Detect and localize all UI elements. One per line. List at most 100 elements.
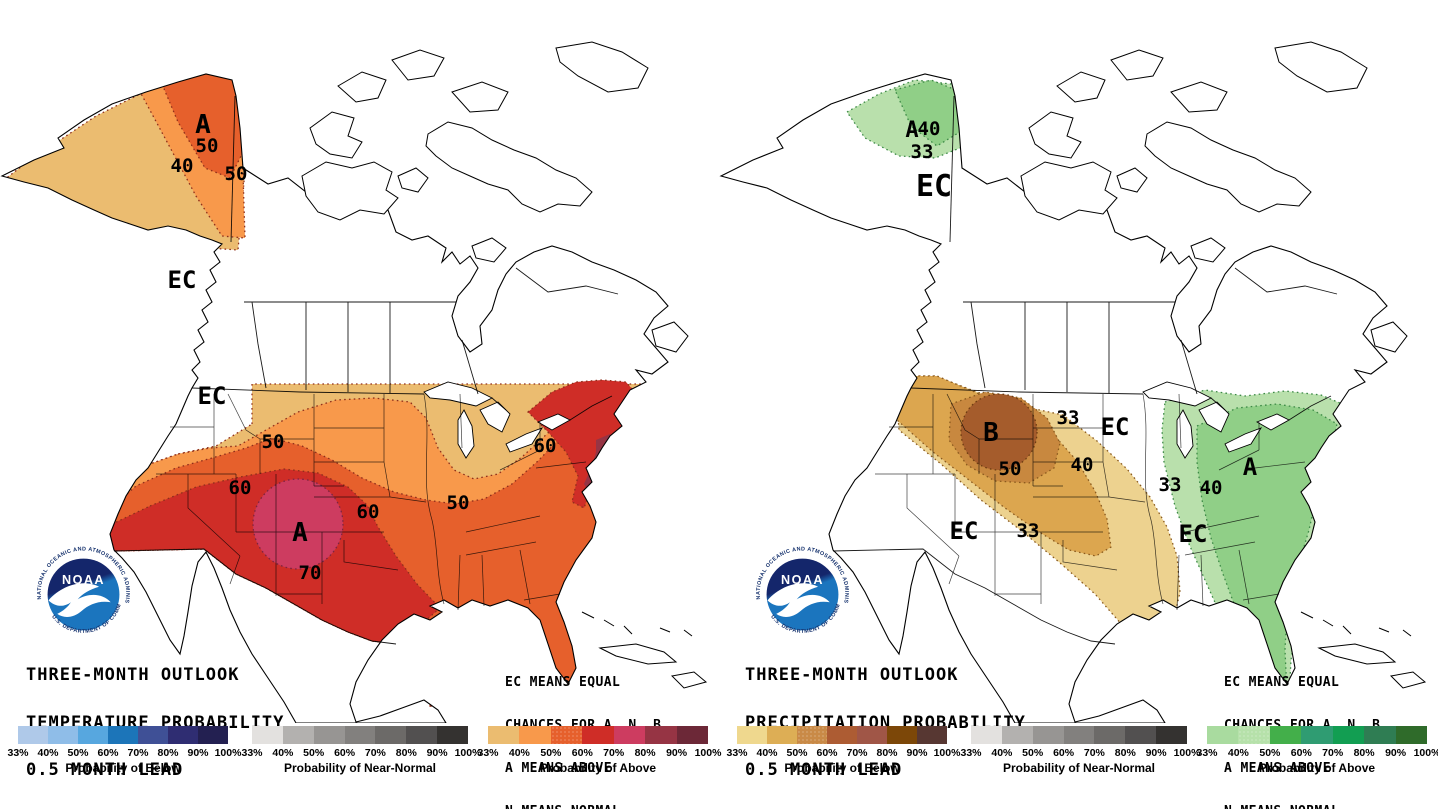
- colorbar-strip: [488, 726, 708, 744]
- colorbar-1: 33% 40% 50% 60% 70% 80% 90% 100% Probability of …: [241, 724, 481, 794]
- map-label: 50: [447, 492, 470, 514]
- map-label: 50: [262, 431, 285, 453]
- colorbar-2: 33% 40% 50% 60% 70% 80% 90% 100% Probability of …: [477, 724, 721, 794]
- colorbar-tick-label: 80%: [157, 747, 179, 759]
- colorbar-caption: Probability of Above: [539, 761, 657, 775]
- colorbar-segment: [375, 726, 407, 744]
- map-label: 40: [1200, 477, 1223, 499]
- probability-region: [252, 478, 344, 570]
- noaa-logo-graphic: NOAA NATIONAL OCEANIC AND ATMOSPHERIC AD…: [31, 540, 134, 645]
- colorbar-row: 33% 40% 50% 60% 70% 80% 90% 100% Probability of …: [0, 724, 721, 809]
- colorbar-segment: [1094, 726, 1126, 744]
- colorbar-segment: [550, 726, 583, 744]
- colorbar-segment: [108, 726, 138, 744]
- colorbar-tick-label: 33%: [960, 747, 982, 759]
- map-label: 40: [1071, 454, 1094, 476]
- colorbar-tick-label: 70%: [1322, 747, 1344, 759]
- temperature-outlook-panel: A 50 40 50 EC EC 50 60 A 70 60 50 60 NOAA NATIONAL O…: [0, 41, 721, 809]
- colorbar-tick-label: 60%: [334, 747, 356, 759]
- colorbar-tick-label: 100%: [1413, 747, 1438, 759]
- arctic-islands: [301, 41, 689, 353]
- colorbar-tick-label: 33%: [1196, 747, 1218, 759]
- colorbar-segment: [18, 726, 48, 744]
- colorbar-caption: Probability of Above: [1258, 761, 1376, 775]
- colorbar-segment: [857, 726, 887, 744]
- map-label: 33: [1057, 407, 1080, 429]
- colorbar-tick-label: 70%: [1083, 747, 1105, 759]
- noaa-logo: NOAA NATIONAL OCEANIC AND ATMOSPHERIC AD…: [750, 540, 853, 645]
- coastline: [719, 73, 1388, 723]
- colorbar-segment: [437, 726, 469, 744]
- colorbar-segment: [198, 726, 228, 744]
- colorbar-tick-label: 90%: [666, 747, 688, 759]
- noaa-logo-graphic: NOAA NATIONAL OCEANIC AND ATMOSPHERIC AD…: [750, 540, 853, 645]
- colorbar-tick-label: 40%: [1227, 747, 1249, 759]
- colorbar-caption: Probability of Below: [784, 761, 900, 775]
- colorbar-segment: [971, 726, 1002, 744]
- map-label: EC: [198, 382, 227, 410]
- title-line: 0.5 MONTH LEAD: [745, 759, 903, 780]
- map-label: EC: [1179, 520, 1208, 548]
- seagull-icon: [767, 583, 830, 617]
- probability-region: [161, 74, 245, 179]
- colorbar-segment: [1332, 726, 1365, 744]
- colorbar-segment: [1301, 726, 1333, 744]
- map-label: 60: [357, 501, 380, 523]
- map-label: 33: [911, 141, 934, 163]
- colorbar-tick-label: 40%: [991, 747, 1013, 759]
- map-label: A: [905, 118, 918, 143]
- state-borders: [156, 393, 587, 611]
- colorbar-tick-label: 100%: [694, 747, 722, 759]
- colorbar-segment: [406, 726, 438, 744]
- colorbar-segment: [282, 726, 314, 744]
- colorbar-tick-label: 60%: [571, 747, 593, 759]
- colorbar-tick-label: 70%: [127, 747, 149, 759]
- title-line: THREE-MONTH OUTLOOK: [745, 665, 959, 686]
- colorbar-tick-label: 33%: [726, 747, 748, 759]
- colorbar-tick-label: 90%: [187, 747, 209, 759]
- colorbar-tick-label: 40%: [508, 747, 530, 759]
- colorbar-tick-label: 60%: [1290, 747, 1312, 759]
- colorbar-tick-label: 80%: [1353, 747, 1375, 759]
- colorbar-segment: [313, 726, 345, 744]
- colorbar-segment: [827, 726, 857, 744]
- ec-note-line: N MEANS NORMAL: [505, 805, 661, 809]
- colorbar-caption: Probability of Below: [65, 761, 181, 775]
- colorbar-segment: [252, 726, 283, 744]
- precipitation-outlook-panel: A 40 33 EC B 50 40 33 EC 33 EC 33 40 A EC NOAA NATIONA…: [719, 0, 1438, 809]
- colorbar-segment: [737, 726, 767, 744]
- colorbar-tick-label: 33%: [7, 747, 29, 759]
- ec-note-line: N MEANS NORMAL: [1224, 805, 1380, 809]
- state-borders: [875, 393, 1306, 611]
- map-label: 40: [171, 155, 194, 177]
- colorbar-tick-label: 100%: [454, 747, 482, 759]
- colorbar-tick-label: 50%: [303, 747, 325, 759]
- colorbar-strip: [737, 726, 947, 744]
- colorbar-segment: [613, 726, 646, 744]
- map-label: A: [1243, 453, 1258, 481]
- arctic-islands: [1020, 41, 1408, 353]
- national-borders: [832, 95, 1338, 645]
- colorbar-tick-label: 33%: [477, 747, 499, 759]
- colorbar-segment: [767, 726, 797, 744]
- map-label: A: [292, 518, 308, 548]
- colorbar-tick-label: 70%: [364, 747, 386, 759]
- colorbar-segment: [887, 726, 917, 744]
- colorbar-tick-label: 50%: [1022, 747, 1044, 759]
- colorbar-segment: [488, 726, 520, 744]
- colorbar-tick-label: 40%: [756, 747, 778, 759]
- probability-region: [527, 379, 641, 509]
- ec-note-line: A MEANS ABOVE: [1224, 761, 1331, 777]
- colorbar-strip: [252, 726, 469, 744]
- colorbar-tick-label: 80%: [634, 747, 656, 759]
- map-label: 50: [999, 458, 1022, 480]
- ec-note-line: A MEANS ABOVE: [505, 761, 612, 777]
- colorbar-segment: [1364, 726, 1396, 744]
- colorbar-tick-label: 50%: [786, 747, 808, 759]
- colorbar-caption: Probability of Near-Normal: [283, 761, 437, 775]
- map-label: EC: [168, 266, 197, 294]
- colorbar-tick-label: 80%: [876, 747, 898, 759]
